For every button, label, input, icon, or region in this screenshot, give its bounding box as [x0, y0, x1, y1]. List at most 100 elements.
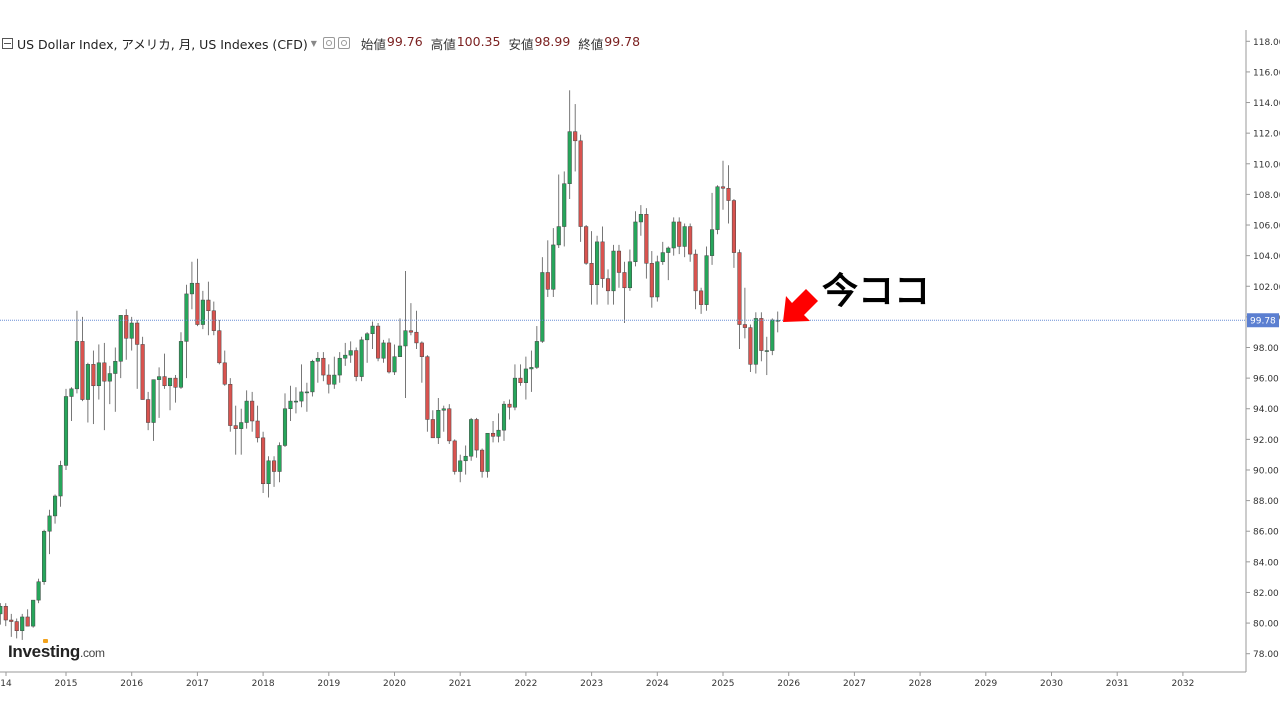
candle-body-up [20, 616, 25, 631]
candle-body-up [671, 221, 676, 249]
candle [157, 367, 162, 418]
candle [211, 301, 216, 336]
candle [184, 284, 189, 379]
ohlc-close-value: 99.78 [604, 33, 641, 49]
candle [146, 391, 151, 431]
candle [337, 352, 342, 383]
ohlc-close: 終値 99.78 [578, 34, 640, 53]
x-tick-label: 2027 [843, 679, 866, 689]
candle [595, 235, 600, 305]
candle [480, 448, 485, 478]
eye-icon[interactable] [322, 37, 335, 49]
candle [354, 347, 359, 382]
candle [540, 257, 545, 343]
candle [671, 217, 676, 256]
candle [660, 241, 665, 265]
candle [392, 344, 397, 376]
candle-body-up [496, 429, 501, 437]
candle [14, 618, 19, 639]
candle [299, 364, 304, 408]
candles [0, 90, 780, 640]
candle-body-down [545, 272, 550, 290]
candle-body-down [162, 376, 167, 387]
candle-body-down [386, 342, 392, 373]
candle [365, 332, 370, 363]
candle-body-up [627, 261, 632, 289]
candle-body-down [80, 341, 85, 400]
candle [228, 378, 233, 432]
candle [233, 405, 238, 455]
candle [501, 401, 507, 441]
candle [250, 391, 255, 432]
candle [507, 399, 512, 420]
candle [173, 375, 178, 403]
candle [9, 613, 14, 637]
candle [710, 192, 715, 265]
chevron-down-icon[interactable]: ▼ [310, 38, 317, 48]
candle [195, 258, 200, 327]
candle-body-up [189, 282, 194, 295]
collapse-icon[interactable] [2, 37, 13, 49]
candle [491, 420, 496, 443]
candle [321, 352, 326, 382]
candle [403, 270, 408, 399]
candle-body-down [726, 188, 731, 201]
candle [3, 603, 8, 627]
y-tick-label: 110.00 [1253, 160, 1280, 170]
candle [343, 342, 348, 366]
candle-body-down [326, 374, 331, 385]
candle-body-up [556, 226, 561, 246]
candle [649, 251, 654, 308]
candle-body-down [688, 226, 693, 255]
y-tick-label: 106.00 [1253, 222, 1280, 232]
candle-body-up [343, 354, 348, 359]
candle [753, 312, 758, 374]
candle [562, 171, 567, 247]
x-tick-label: 2020 [383, 679, 406, 689]
y-tick-label: 78.00 [1253, 650, 1279, 660]
candle [129, 316, 134, 351]
candle-body-down [748, 327, 753, 365]
candle [452, 439, 457, 475]
candle-body-up [392, 356, 397, 373]
candle-body-up [682, 226, 687, 247]
y-tick-label: 108.00 [1253, 191, 1280, 201]
candle [162, 353, 167, 389]
candle-body-up [299, 391, 304, 402]
candle-body-up [178, 341, 184, 388]
candle-body-down [233, 425, 238, 429]
candle-body-down [589, 263, 594, 285]
settings-icon[interactable] [337, 37, 350, 49]
candle [474, 417, 479, 458]
y-tick-label: 118.00 [1253, 38, 1280, 48]
x-tick-label: 2029 [974, 679, 997, 689]
candle [496, 413, 501, 443]
candle [217, 319, 222, 365]
candle [25, 609, 30, 627]
x-tick-label: 2022 [514, 679, 537, 689]
x-tick-label: 2031 [1106, 679, 1129, 689]
candle-body-up [277, 445, 282, 472]
y-tick-label: 94.00 [1253, 405, 1279, 415]
candle-body-up [365, 333, 370, 341]
candle-body-down [731, 200, 737, 253]
y-tick-label: 114.00 [1253, 99, 1280, 109]
candle [58, 460, 63, 507]
candle [140, 336, 145, 400]
x-tick-label: 2023 [580, 679, 603, 689]
ohlc-open: 始値 99.76 [361, 34, 423, 53]
candle [151, 379, 156, 441]
candle [304, 382, 309, 412]
candle [91, 350, 96, 425]
candle-body-up [184, 293, 189, 342]
candle-body-down [649, 263, 654, 298]
candle-body-down [693, 253, 698, 292]
ohlc-open-value: 99.76 [386, 33, 423, 49]
candle [135, 319, 140, 389]
candle-body-up [113, 361, 118, 374]
x-tick-label: 2019 [317, 679, 340, 689]
candle-body-down [677, 221, 682, 247]
ohlc-high-value: 100.35 [456, 33, 501, 49]
x-tick-label: 2024 [646, 679, 669, 689]
